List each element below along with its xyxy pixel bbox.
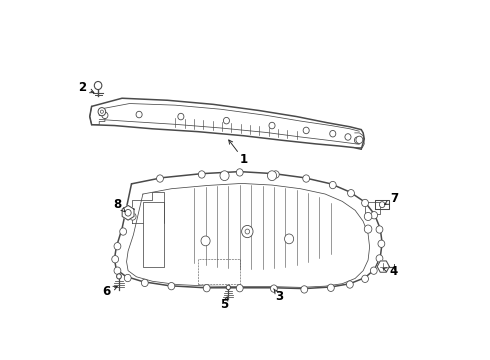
Circle shape bbox=[346, 281, 353, 288]
Circle shape bbox=[364, 225, 372, 233]
Circle shape bbox=[125, 210, 131, 216]
Circle shape bbox=[136, 111, 142, 118]
Circle shape bbox=[301, 286, 308, 293]
Text: 7: 7 bbox=[391, 193, 399, 206]
Circle shape bbox=[379, 202, 385, 208]
Circle shape bbox=[142, 279, 148, 287]
Circle shape bbox=[157, 175, 163, 182]
Circle shape bbox=[112, 256, 119, 263]
Polygon shape bbox=[92, 98, 361, 149]
Circle shape bbox=[268, 171, 276, 181]
Polygon shape bbox=[122, 206, 134, 220]
Polygon shape bbox=[115, 172, 382, 289]
Circle shape bbox=[124, 274, 131, 282]
Circle shape bbox=[356, 136, 363, 144]
Circle shape bbox=[220, 171, 229, 181]
Circle shape bbox=[371, 212, 378, 219]
Circle shape bbox=[345, 134, 351, 140]
Text: 2: 2 bbox=[78, 81, 86, 94]
Circle shape bbox=[303, 127, 309, 134]
Circle shape bbox=[330, 130, 336, 137]
Circle shape bbox=[376, 226, 383, 233]
Circle shape bbox=[376, 255, 383, 262]
Circle shape bbox=[226, 285, 230, 290]
Circle shape bbox=[120, 228, 126, 235]
Circle shape bbox=[129, 213, 136, 220]
Circle shape bbox=[114, 267, 121, 274]
Circle shape bbox=[269, 122, 275, 129]
Circle shape bbox=[223, 117, 229, 124]
Circle shape bbox=[98, 108, 106, 116]
Circle shape bbox=[354, 137, 361, 144]
Circle shape bbox=[303, 175, 310, 182]
Circle shape bbox=[329, 181, 336, 189]
Circle shape bbox=[236, 169, 243, 176]
Text: 4: 4 bbox=[390, 265, 398, 278]
Circle shape bbox=[364, 212, 372, 221]
Text: 8: 8 bbox=[113, 198, 122, 211]
Text: 5: 5 bbox=[220, 298, 229, 311]
Circle shape bbox=[102, 112, 108, 118]
Circle shape bbox=[95, 81, 102, 90]
Circle shape bbox=[347, 190, 354, 197]
Circle shape bbox=[114, 243, 121, 250]
Circle shape bbox=[272, 171, 279, 178]
Circle shape bbox=[362, 275, 368, 283]
Circle shape bbox=[198, 171, 205, 178]
Circle shape bbox=[100, 110, 103, 113]
Circle shape bbox=[362, 199, 368, 207]
Text: 6: 6 bbox=[103, 284, 111, 298]
Circle shape bbox=[270, 285, 277, 292]
Circle shape bbox=[201, 236, 210, 246]
Circle shape bbox=[370, 267, 377, 274]
Polygon shape bbox=[377, 261, 390, 272]
Text: 3: 3 bbox=[275, 290, 284, 303]
Circle shape bbox=[242, 225, 253, 238]
Circle shape bbox=[168, 283, 175, 290]
Circle shape bbox=[327, 284, 334, 292]
Circle shape bbox=[285, 234, 294, 244]
Circle shape bbox=[236, 284, 243, 292]
Circle shape bbox=[203, 284, 210, 292]
Circle shape bbox=[378, 240, 385, 247]
Text: 1: 1 bbox=[240, 153, 247, 166]
Circle shape bbox=[245, 229, 249, 234]
Circle shape bbox=[117, 274, 122, 279]
Circle shape bbox=[178, 113, 184, 120]
